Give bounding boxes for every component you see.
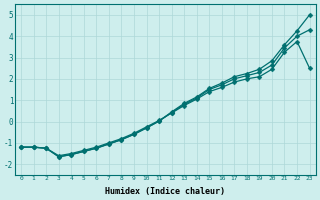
X-axis label: Humidex (Indice chaleur): Humidex (Indice chaleur) bbox=[105, 187, 225, 196]
